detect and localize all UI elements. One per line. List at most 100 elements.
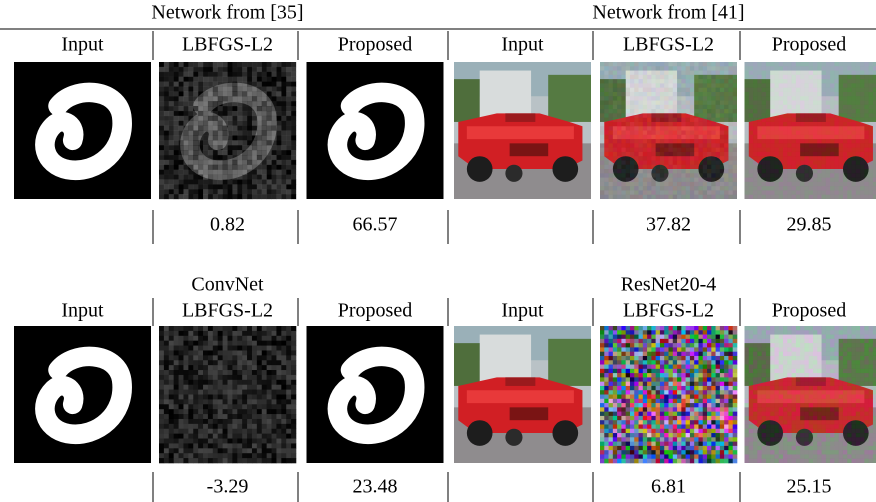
noise-pixel (698, 88, 702, 92)
noise-pixel (847, 165, 851, 169)
noise-pixel (604, 139, 608, 143)
noise-pixel (733, 79, 737, 83)
noise-pixel (686, 390, 691, 395)
noise-pixel (218, 390, 223, 395)
noise-pixel (839, 143, 843, 147)
noise-pixel (257, 448, 262, 453)
noise-pixel (753, 79, 757, 83)
noise-pixel (686, 101, 690, 105)
noise-pixel (203, 106, 208, 111)
noise-pixel (647, 66, 651, 70)
noise-pixel (728, 360, 733, 365)
noise-pixel (643, 62, 647, 66)
noise-pixel (237, 184, 242, 189)
noise-pixel (690, 377, 695, 382)
noise-pixel (694, 156, 698, 160)
noise-pixel (281, 399, 286, 404)
noise-pixel (774, 433, 778, 437)
noise-pixel (179, 150, 184, 155)
noise-pixel (600, 429, 605, 434)
noise-pixel (272, 126, 277, 131)
noise-pixel (237, 439, 242, 444)
noise-pixel (774, 148, 778, 152)
noise-pixel (183, 399, 188, 404)
noise-pixel (813, 169, 817, 173)
noise-pixel (762, 377, 766, 381)
noise-pixel (281, 121, 286, 126)
noise-pixel (745, 390, 749, 394)
noise-pixel (286, 409, 291, 414)
noise-pixel (281, 155, 286, 160)
noise-pixel (843, 160, 847, 164)
noise-pixel (179, 360, 184, 365)
noise-pixel (252, 131, 257, 136)
noise-pixel (213, 453, 218, 458)
noise-pixel (228, 170, 233, 175)
noise-pixel (707, 377, 712, 382)
noise-pixel (800, 83, 804, 87)
noise-pixel (796, 79, 800, 83)
noise-pixel (707, 186, 711, 190)
noise-pixel (291, 155, 296, 160)
noise-pixel (757, 437, 761, 441)
noise-pixel (669, 156, 673, 160)
noise-pixel (664, 377, 669, 382)
noise-pixel (728, 395, 733, 400)
noise-pixel (834, 92, 838, 96)
noise-pixel (604, 148, 608, 152)
noise-pixel (766, 182, 770, 186)
noise-pixel (183, 385, 188, 390)
noise-pixel (711, 330, 716, 335)
noise-pixel (834, 173, 838, 177)
noise-pixel (809, 135, 813, 139)
noise-pixel (286, 140, 291, 145)
noise-pixel (656, 92, 660, 96)
noise-pixel (800, 156, 804, 160)
noise-pixel (792, 152, 796, 156)
noise-pixel (164, 443, 169, 448)
noise-pixel (247, 385, 252, 390)
noise-pixel (286, 184, 291, 189)
noise-pixel (669, 131, 673, 135)
noise-pixel (203, 116, 208, 121)
noise-pixel (174, 160, 179, 165)
noise-pixel (228, 355, 233, 360)
noise-pixel (179, 409, 184, 414)
noise-pixel (656, 109, 660, 113)
noise-pixel (600, 135, 604, 139)
noise-pixel (779, 326, 783, 330)
noise-pixel (762, 83, 766, 87)
noise-pixel (242, 131, 247, 136)
noise-pixel (643, 365, 648, 370)
noise-pixel (617, 169, 621, 173)
noise-pixel (639, 109, 643, 113)
noise-pixel (673, 126, 677, 130)
noise-pixel (766, 343, 770, 347)
noise-pixel (609, 88, 613, 92)
noise-pixel (647, 369, 652, 374)
noise-pixel (804, 75, 808, 79)
noise-pixel (228, 150, 233, 155)
noise-pixel (262, 380, 267, 385)
image (745, 62, 876, 199)
noise-pixel (745, 186, 749, 190)
noise-pixel (749, 442, 753, 446)
noise-pixel (745, 169, 749, 173)
noise-pixel (733, 62, 737, 66)
noise-pixel (218, 346, 223, 351)
noise-pixel (707, 433, 712, 438)
noise-pixel (716, 454, 721, 459)
noise-pixel (762, 416, 766, 420)
noise-pixel (817, 66, 821, 70)
noise-pixel (188, 101, 193, 106)
noise-pixel (783, 101, 787, 105)
noise-pixel (276, 336, 281, 341)
noise-pixel (762, 352, 766, 356)
noise-pixel (203, 160, 208, 165)
noise-pixel (749, 148, 753, 152)
noise-pixel (609, 152, 613, 156)
noise-pixel (753, 326, 757, 330)
noise-pixel (694, 459, 699, 464)
noise-pixel (626, 365, 631, 370)
noise-pixel (232, 443, 237, 448)
